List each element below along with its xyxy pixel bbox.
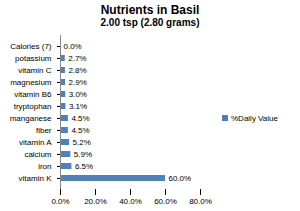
svg-text:tryptophan: tryptophan xyxy=(14,102,52,111)
svg-text:2.8%: 2.8% xyxy=(68,66,86,75)
svg-text:Calories (7): Calories (7) xyxy=(10,42,52,51)
svg-text:0.0%: 0.0% xyxy=(51,197,69,206)
svg-text:magnesium: magnesium xyxy=(10,78,52,87)
svg-text:20.0%: 20.0% xyxy=(84,197,107,206)
svg-text:vitamin K: vitamin K xyxy=(19,174,53,183)
svg-text:60.0%: 60.0% xyxy=(169,174,192,183)
svg-text:2.9%: 2.9% xyxy=(69,78,87,87)
html-text:Nutrients in Basil: Nutrients in Basil xyxy=(100,3,200,17)
svg-text:40.0%: 40.0% xyxy=(119,197,142,206)
svg-text:manganese: manganese xyxy=(10,114,52,123)
html-text:%Daily Value: %Daily Value xyxy=(231,113,278,123)
svg-text:iron: iron xyxy=(38,162,51,171)
svg-text:calcium: calcium xyxy=(24,150,51,159)
svg-text:6.5%: 6.5% xyxy=(75,162,93,171)
svg-text:4.5%: 4.5% xyxy=(71,126,89,135)
svg-text:vitamin B6: vitamin B6 xyxy=(14,90,52,99)
svg-text:60.0%: 60.0% xyxy=(154,197,177,206)
svg-text:4.5%: 4.5% xyxy=(71,114,89,123)
svg-text:vitamin A: vitamin A xyxy=(19,138,52,147)
svg-text:5.9%: 5.9% xyxy=(74,150,92,159)
svg-text:potassium: potassium xyxy=(15,54,52,63)
svg-text:0.0%: 0.0% xyxy=(64,42,82,51)
svg-text:3.0%: 3.0% xyxy=(69,90,87,99)
svg-text:80.0%: 80.0% xyxy=(189,197,212,206)
svg-text:3.1%: 3.1% xyxy=(69,102,87,111)
svg-text:vitamin C: vitamin C xyxy=(18,66,52,75)
html-text:2.00 tsp (2.80 grams): 2.00 tsp (2.80 grams) xyxy=(100,17,200,28)
svg-text:5.2%: 5.2% xyxy=(73,138,91,147)
svg-text:fiber: fiber xyxy=(36,126,52,135)
svg-text:2.7%: 2.7% xyxy=(68,54,86,63)
